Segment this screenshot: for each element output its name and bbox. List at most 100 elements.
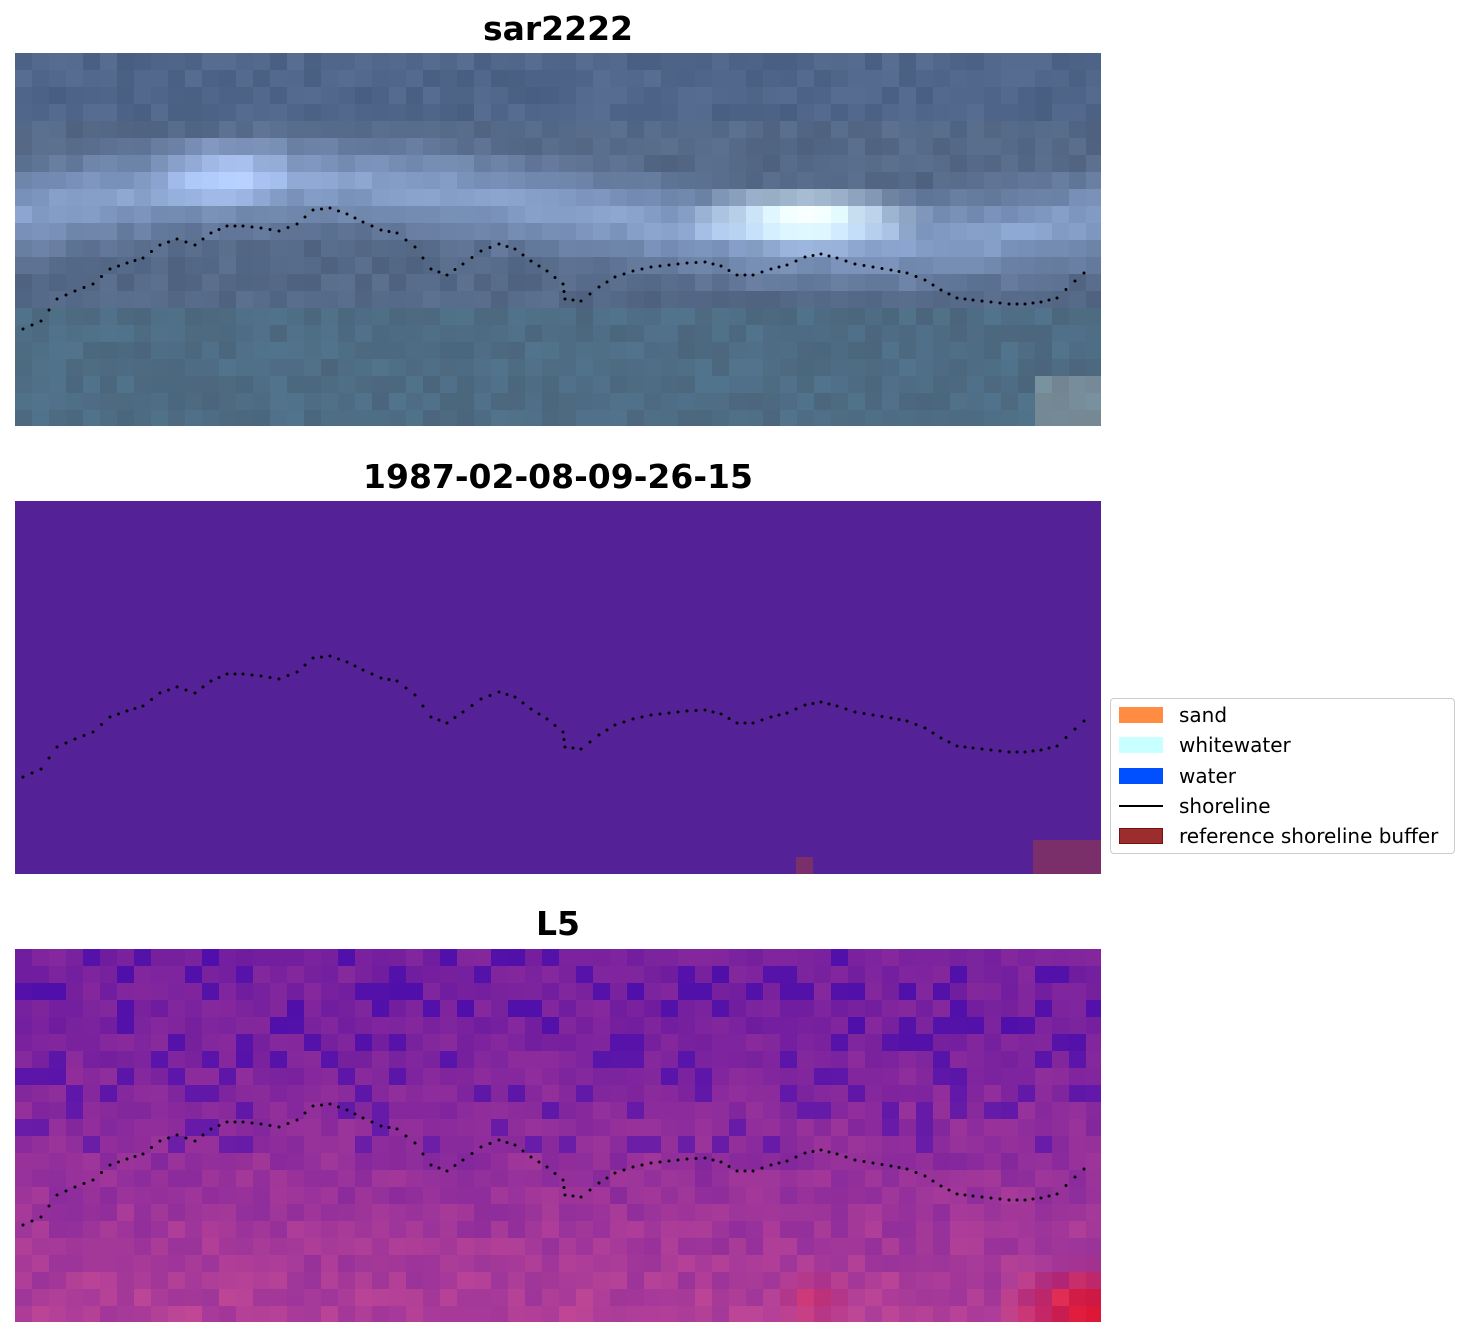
shoreline-point [1082,271,1086,275]
image-pixel [457,155,474,172]
image-pixel [219,223,236,240]
image-pixel [321,155,338,172]
image-pixel [525,1221,542,1238]
image-pixel [661,1119,678,1136]
image-pixel [1086,1119,1101,1136]
image-pixel [882,966,899,983]
image-pixel [202,257,219,274]
image-pixel [304,70,321,87]
image-pixel [32,138,49,155]
image-pixel [32,155,49,172]
legend-item-whitewater: whitewater [1119,733,1291,757]
image-pixel [151,87,168,104]
image-pixel [950,172,967,189]
shoreline-point [676,710,680,714]
image-pixel [984,1255,1001,1272]
image-pixel [848,70,865,87]
image-pixel [304,1068,321,1085]
shoreline-point [337,209,340,213]
image-pixel [542,949,559,966]
image-pixel [253,1289,270,1306]
image-pixel [814,1170,831,1187]
image-pixel [32,342,49,359]
image-pixel [644,1238,661,1255]
image-pixel [236,1170,253,1187]
shoreline-point [1082,719,1086,723]
image-pixel [372,1102,389,1119]
image-pixel [678,1119,695,1136]
image-pixel [627,1085,644,1102]
image-pixel [1018,1017,1035,1034]
image-pixel [15,325,32,342]
image-pixel [1001,983,1018,1000]
image-pixel [831,376,848,393]
image-pixel [1001,257,1018,274]
image-pixel [406,1017,423,1034]
shoreline-point [311,208,315,212]
image-pixel [661,325,678,342]
image-pixel [151,1204,168,1221]
shoreline-point [461,1158,465,1162]
image-pixel [117,1000,134,1017]
image-pixel [831,359,848,376]
image-pixel [678,1221,695,1238]
image-pixel [219,1017,236,1034]
image-pixel [678,240,695,257]
image-pixel [729,291,746,308]
shoreline-point [225,672,229,676]
image-pixel [83,223,100,240]
image-pixel [49,104,66,121]
shoreline-point [703,260,707,264]
image-pixel [15,274,32,291]
image-pixel [644,1136,661,1153]
image-pixel [168,342,185,359]
image-pixel [678,1272,695,1289]
image-pixel [134,155,151,172]
image-pixel [661,1102,678,1119]
image-pixel [355,1102,372,1119]
image-pixel [49,308,66,325]
image-pixel [525,342,542,359]
image-pixel [576,104,593,121]
image-pixel [1052,1017,1069,1034]
image-pixel [151,1136,168,1153]
image-pixel [236,1034,253,1051]
image-pixel [967,1289,984,1306]
image-pixel [780,1170,797,1187]
image-pixel [712,1085,729,1102]
image-pixel [814,87,831,104]
image-pixel [457,393,474,410]
image-pixel [508,949,525,966]
image-pixel [474,1187,491,1204]
image-pixel [457,359,474,376]
image-pixel [338,1119,355,1136]
image-pixel [49,1051,66,1068]
image-pixel [916,1255,933,1272]
image-pixel [117,1187,134,1204]
image-pixel [950,1289,967,1306]
image-pixel [627,1187,644,1204]
image-pixel [1069,1289,1086,1306]
image-pixel [270,1255,287,1272]
image-pixel [1001,1136,1018,1153]
shoreline-point [437,270,441,274]
panel-title-classification: 1987-02-08-09-26-15 [363,457,753,496]
image-pixel [746,240,763,257]
image-pixel [559,1153,576,1170]
image-pixel [899,1272,916,1289]
shoreline-point [259,674,263,678]
image-pixel [338,1272,355,1289]
image-pixel [525,155,542,172]
image-pixel [899,410,916,426]
image-pixel [168,410,185,426]
image-pixel [661,206,678,223]
image-pixel [440,308,457,325]
image-pixel [644,53,661,70]
image-pixel [678,983,695,1000]
image-pixel [100,1000,117,1017]
image-pixel [525,983,542,1000]
image-pixel [508,983,525,1000]
image-pixel [219,966,236,983]
image-pixel [219,359,236,376]
image-pixel [474,1153,491,1170]
